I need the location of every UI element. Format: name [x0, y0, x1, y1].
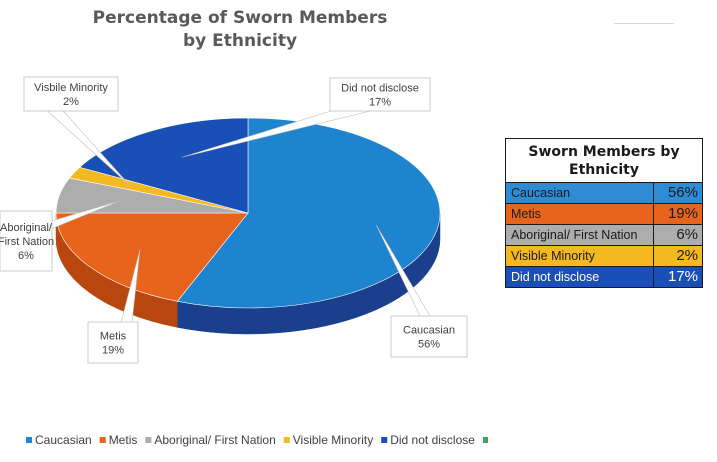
table-row: Caucasian 56% — [506, 183, 702, 204]
legend-label-visible-minority: Visible Minority — [293, 433, 373, 447]
summary-table: Sworn Members by Ethnicity Caucasian 56% M… — [505, 138, 703, 288]
callout-box — [23, 76, 119, 112]
callout-box — [0, 210, 53, 272]
callout-metis: Metis 19% — [87, 249, 141, 364]
callout-visbile-minority: Visbile Minority 2% — [23, 76, 131, 186]
legend-label-did-not-disclose: Did not disclose — [390, 433, 475, 447]
table-cell-label: Did not disclose — [506, 267, 654, 287]
table-row: Did not disclose 17% — [506, 267, 702, 287]
callout-caucasian: Caucasian 56% — [375, 224, 468, 358]
data-labels: Caucasian 56% Metis 19% Aboriginal/First Nat… — [0, 76, 468, 364]
table-cell-value: 17% — [667, 268, 698, 285]
callout-label-line: Did not disclose — [341, 83, 419, 95]
callout-box — [390, 315, 468, 358]
table-cell-value: 2% — [676, 247, 698, 264]
callout-label-line: 56% — [418, 339, 440, 351]
table-row: Metis 19% — [506, 204, 702, 225]
legend-label-caucasian: Caucasian — [35, 433, 92, 447]
pie-chart: Percentage of Sworn Members by Ethnicity… — [0, 8, 488, 447]
table-cell-label: Visible Minority — [506, 246, 654, 266]
pie-slice-caucasian — [176, 117, 441, 309]
callout-label-line: 19% — [102, 345, 124, 357]
table-title: Sworn Members by Ethnicity — [506, 139, 702, 183]
callout-box — [329, 77, 431, 112]
callout-label-line: 17% — [369, 97, 391, 109]
callout-label-line: Caucasian — [403, 325, 455, 337]
legend: Caucasian Metis Aboriginal/ First Nation Vi… — [26, 433, 488, 447]
table-cell-value: 56% — [667, 184, 698, 201]
legend-marker-aboriginal-first-nation — [145, 437, 152, 443]
callout-label-line: Metis — [100, 331, 127, 343]
callout-label-line: 2% — [63, 96, 79, 108]
callout-label-line: Aboriginal/ — [0, 222, 53, 234]
table-body: Caucasian 56% Metis 19% Aboriginal/ First Na… — [506, 183, 702, 287]
legend-marker-visible-minority — [283, 437, 290, 443]
pie-slice-did-not-disclose — [79, 117, 249, 214]
callout-label-line: Visbile Minority — [34, 82, 108, 94]
legend-label-metis: Metis — [109, 433, 138, 447]
table-row: Aboriginal/ First Nation 6% — [506, 225, 702, 246]
chart-panel: Percentage of Sworn Members by Ethnicity… — [0, 8, 488, 447]
callout-aboriginal-first-nation: Aboriginal/First Nation 6% — [0, 200, 120, 272]
legend-label-aboriginal-first-nation: Aboriginal/ First Nation — [154, 433, 275, 447]
table-cell-value: 19% — [667, 205, 698, 222]
table-cell-label: Metis — [506, 204, 654, 224]
divider-line — [614, 23, 674, 24]
table-cell-label: Caucasian — [506, 183, 654, 203]
legend-marker-extra — [482, 437, 488, 443]
table-cell-label: Aboriginal/ First Nation — [506, 225, 654, 245]
callout-box — [87, 321, 139, 364]
pie-slices — [55, 117, 441, 309]
legend-marker-metis — [99, 437, 106, 443]
table-cell-value: 6% — [676, 226, 698, 243]
chart-title-line-2: by Ethnicity — [183, 31, 297, 51]
legend-marker-caucasian — [26, 437, 32, 443]
callout-label-line: 6% — [18, 250, 34, 262]
table-row: Visible Minority 2% — [506, 246, 702, 267]
callout-did-not-disclose: Did not disclose 17% — [181, 77, 431, 158]
chart-title-line-1: Percentage of Sworn Members — [93, 8, 388, 28]
callout-label-line: First Nation — [0, 236, 54, 248]
legend-marker-did-not-disclose — [381, 437, 388, 443]
